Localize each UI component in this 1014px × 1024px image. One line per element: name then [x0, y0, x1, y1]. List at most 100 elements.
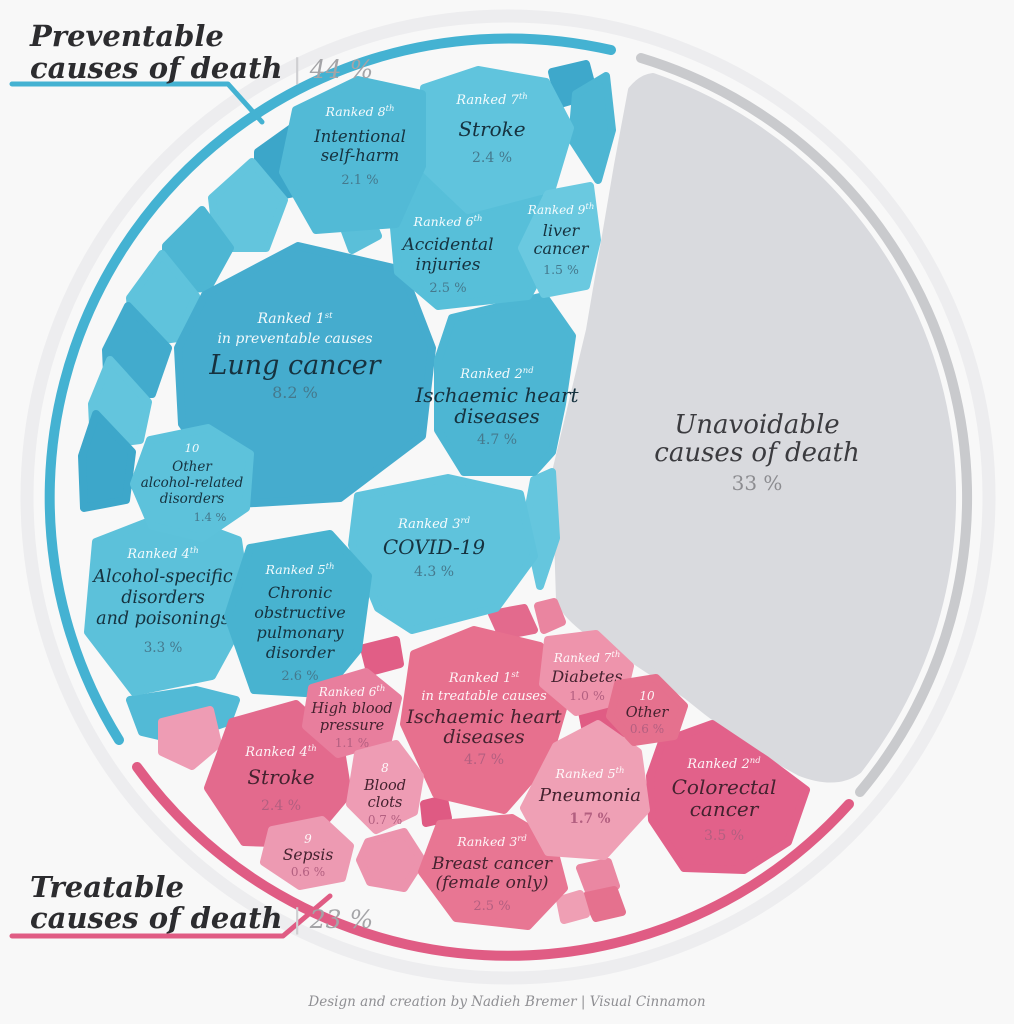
cell-name: Stroke: [458, 117, 525, 141]
cell-value: 2.5 %: [473, 899, 510, 914]
cell-shape[interactable]: [302, 668, 402, 758]
cell-shape[interactable]: [606, 674, 688, 746]
treatable-title: Treatable causes of death | 23 %: [30, 870, 373, 935]
cell-shape[interactable]: [552, 73, 957, 783]
cell-name: disorders: [160, 491, 225, 507]
footer-credit: Design and creation by Nadieh Bremer | V…: [307, 994, 705, 1010]
separator: |: [293, 904, 302, 935]
cell-ischaemic-heart-diseases-preventable[interactable]: Ranked 2nd Ischaemic heart diseases 4.7 …: [414, 292, 580, 476]
cell-diabetes[interactable]: Ranked 7th Diabetes 1.0 %: [539, 630, 634, 716]
cell-name: alcohol-related: [141, 475, 244, 491]
cell-lung-cancer[interactable]: Ranked 1st in preventable causes Lung ca…: [174, 242, 436, 508]
cell-shape[interactable]: [279, 76, 426, 234]
cell-rank: Ranked 1st: [448, 670, 520, 686]
cell-rank: Ranked 4th: [244, 744, 316, 760]
cell-value: 4.7 %: [477, 432, 517, 448]
cell-alcohol-specific-disorders[interactable]: Ranked 4th Alcohol-specific disorders an…: [84, 510, 252, 696]
cell-sepsis[interactable]: 9 Sepsis 0.6 %: [260, 816, 354, 890]
cell-name: Chronic: [268, 583, 332, 602]
cell-other-alcohol-related-disorders[interactable]: 10 Other alcohol-related disorders 1.4 %: [130, 424, 254, 542]
cell-other-treatable[interactable]: 10 Other 0.6 %: [606, 674, 688, 746]
cell-rank: 10: [185, 441, 200, 455]
treatable-percent: 23 %: [309, 905, 374, 934]
cell-shape[interactable]: [260, 816, 354, 890]
cell-shape[interactable]: [346, 740, 424, 834]
preventable-title-line2: causes of death | 44 %: [30, 51, 373, 85]
filler-cell: [158, 706, 222, 770]
cell-rank: Ranked 2nd: [686, 756, 761, 772]
cell-rank: Ranked 9th: [527, 202, 595, 217]
cell-name: cancer: [534, 239, 590, 258]
outer-ring: [20, 9, 996, 985]
cell-name: liver: [543, 221, 581, 240]
cell-shape[interactable]: [434, 292, 576, 476]
cell-breast-cancer[interactable]: Ranked 3rd Breast cancer (female only) 2…: [418, 814, 568, 930]
cell-intentional-self-harm[interactable]: Ranked 8th Intentional self-harm 2.1 %: [279, 76, 426, 234]
cell-name: High blood: [310, 701, 392, 717]
cell-high-blood-pressure[interactable]: Ranked 6th High blood pressure 1.1 %: [302, 668, 402, 758]
cell-name: self-harm: [321, 146, 400, 165]
cell-rank-sub: in preventable causes: [217, 331, 372, 347]
cell-name: pulmonary: [257, 623, 345, 642]
cell-liver-cancer[interactable]: Ranked 9th liver cancer 1.5 %: [518, 182, 601, 298]
preventable-filler-cells: [78, 60, 616, 744]
cell-value: 4.7 %: [464, 752, 504, 768]
cell-blood-clots[interactable]: 8 Blood clots 0.7 %: [346, 740, 424, 834]
cell-name: Other: [626, 705, 670, 721]
preventable-percent: 44 %: [309, 55, 374, 84]
cell-rank: Ranked 4th: [126, 546, 198, 562]
cell-rank: Ranked 3rd: [456, 834, 527, 849]
cell-pneumonia[interactable]: Ranked 5th Pneumonia 1.7 %: [520, 720, 650, 860]
cell-rank: Ranked 3rd: [397, 516, 471, 532]
cell-copd[interactable]: Ranked 5th Chronic obstructive pulmonary…: [224, 530, 372, 698]
cell-name: Alcohol-specific: [91, 567, 232, 587]
cell-rank: Ranked 5th: [265, 562, 335, 577]
cell-colorectal-cancer[interactable]: Ranked 2nd Colorectal cancer 3.5 %: [646, 720, 810, 874]
cell-shape[interactable]: [418, 814, 568, 930]
cell-shape[interactable]: [130, 424, 254, 542]
preventable-title: Preventable causes of death | 44 %: [29, 19, 373, 85]
cell-value: 1.0 %: [569, 688, 605, 703]
cell-shape[interactable]: [520, 720, 650, 860]
cell-rank: Ranked 5th: [555, 766, 625, 781]
cell-name: Intentional: [313, 127, 406, 146]
cell-stroke-treatable[interactable]: Ranked 4th Stroke 2.4 %: [204, 700, 352, 848]
cell-name: and poisonings: [96, 609, 230, 629]
cell-name: Pneumonia: [538, 785, 641, 806]
cell-value: 2.1 %: [341, 173, 378, 188]
cell-shape[interactable]: [646, 720, 810, 874]
preventable-title-line1: Preventable: [29, 19, 224, 53]
filler-cell: [576, 858, 620, 898]
cell-name: Ischaemic heart: [405, 706, 561, 728]
cell-value: 0.6 %: [630, 722, 664, 736]
cell-shape[interactable]: [518, 182, 601, 298]
cell-rank: Ranked 2nd: [459, 366, 534, 382]
unavoidable-arc: [636, 53, 973, 797]
cell-name: Ischaemic heart: [414, 383, 579, 407]
cell-value: 8.2 %: [272, 383, 318, 402]
treatable-leader-line: [9, 893, 333, 939]
cell-rank: Ranked 7th: [553, 650, 621, 665]
preventable-leader-line: [9, 81, 265, 125]
cell-name: obstructive: [254, 603, 345, 622]
treatable-filler-cells: [158, 598, 626, 924]
cell-shape[interactable]: [224, 530, 372, 698]
cell-name: Diabetes: [550, 667, 622, 686]
cell-shape[interactable]: [174, 242, 436, 508]
separator: |: [293, 54, 302, 85]
cell-name: Colorectal: [672, 775, 777, 799]
cell-name: (female only): [436, 873, 549, 893]
cell-rank: Ranked 6th: [413, 214, 483, 229]
section-unavoidable[interactable]: Unavoidable causes of death 33 %: [552, 73, 957, 783]
cell-value: 2.4 %: [472, 150, 512, 166]
treatable-arc: [132, 762, 854, 961]
cell-shape[interactable]: [418, 66, 574, 214]
cell-ischaemic-heart-diseases-treatable[interactable]: Ranked 1st in treatable causes Ischaemic…: [400, 626, 570, 814]
treatable-title-line2: causes of death | 23 %: [30, 901, 373, 935]
cell-accidental-injuries[interactable]: Ranked 6th Accidental injuries 2.5 %: [390, 170, 566, 310]
unavoidable-label-line2: causes of death: [654, 438, 859, 468]
cell-stroke-preventable[interactable]: Ranked 7th Stroke 2.4 %: [418, 66, 574, 214]
cell-shape[interactable]: [204, 700, 352, 848]
